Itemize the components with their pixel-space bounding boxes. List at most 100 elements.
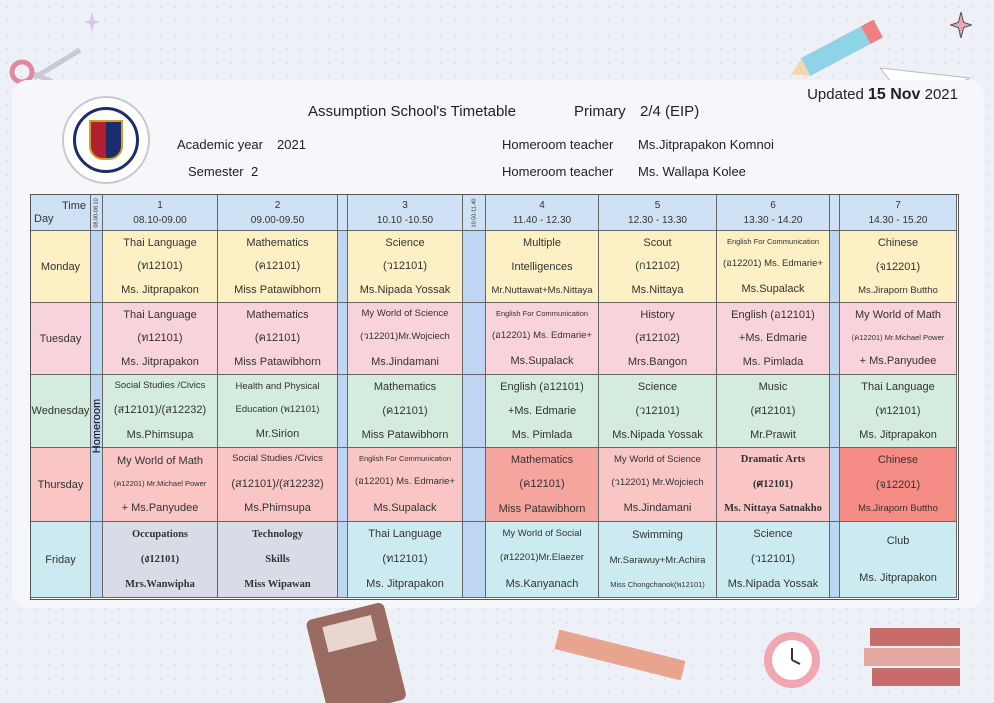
- lesson-line: (ท12101): [137, 260, 183, 273]
- homeroom-teacher-2: Ms. Wallapa Kolee: [638, 164, 746, 179]
- lesson-line: Thai Language: [861, 380, 935, 393]
- separator-column: [91, 231, 103, 303]
- lesson-line: My World of Math: [855, 309, 941, 322]
- lesson-cell: My World of Science (ว12201) Mr.Wojciech M…: [599, 448, 717, 522]
- separator-column: [338, 231, 348, 303]
- lesson-line: (ศ12101): [753, 478, 793, 490]
- lesson-line: + Ms.Panyudee: [121, 502, 199, 515]
- lesson-line: +Ms. Edmarie: [738, 332, 808, 345]
- lesson-cell: Swimming Mr.Sarawuy+Mr.Achira Miss Chongch…: [599, 522, 717, 598]
- lesson-line: (อ12201) Ms. Edmarie+: [723, 258, 823, 270]
- separator-column: [463, 375, 486, 448]
- lesson-line: (ว12101): [635, 404, 680, 417]
- lesson-line: Miss Patawibhorn: [498, 502, 586, 515]
- lesson-line: Occupations: [131, 528, 188, 540]
- lesson-line: (ส12101)/(ส12232): [113, 404, 207, 417]
- lesson-line: (ค12101): [519, 478, 565, 491]
- lesson-line: Thai Language: [368, 528, 442, 541]
- lesson-line: Miss Patawibhorn: [234, 284, 321, 297]
- slot-header: [830, 195, 840, 231]
- lesson-cell: English For Communication (อ12201) Ms. Ed…: [486, 303, 599, 375]
- lesson-line: +Ms. Edmarie: [507, 404, 577, 417]
- school-logo: [62, 96, 150, 184]
- lesson-cell: Multiple Intelligences Mr.Nuttawat+Ms.Nitt…: [486, 231, 599, 303]
- lesson-line: Science: [637, 380, 678, 393]
- period-header: 5 12.30 - 13.30: [599, 195, 717, 231]
- lesson-line: History: [640, 308, 675, 321]
- period-time: 08.10-09.00: [133, 214, 187, 226]
- lesson-line: (ส12102): [635, 332, 680, 345]
- day-label-thursday: Thursday: [31, 448, 91, 522]
- period-header: 2 09.00-09.50: [218, 195, 338, 231]
- lesson-line: Science: [753, 528, 793, 541]
- lesson-line: Miss Chongchanok(พ12101): [610, 580, 705, 590]
- slot-header: 08.00-08.10: [91, 195, 103, 231]
- period-time: 10.10 -10.50: [376, 214, 434, 226]
- time-day-corner: Time Day: [31, 195, 91, 231]
- period-number: 3: [402, 199, 408, 211]
- period-time: 14.30 - 15.20: [868, 214, 928, 226]
- sparkle-icon: [84, 12, 100, 32]
- lesson-line: My World of Social: [502, 528, 582, 539]
- lesson-line: Ms. Jitprapakon: [121, 356, 199, 369]
- lesson-line: (ค12201) Mr.Michael Power: [851, 333, 945, 343]
- lesson-cell: Club Ms. Jitprapakon: [840, 522, 957, 598]
- lesson-cell: Thai Language (ท12101) Ms. Jitprapakon: [103, 231, 218, 303]
- lesson-line: Swimming: [632, 529, 683, 542]
- lesson-line: (จ12201): [875, 479, 921, 492]
- slot-header: 10.50-11.40: [463, 195, 486, 231]
- separator-column: [338, 375, 348, 448]
- period-time: 11.40 - 12.30: [512, 214, 572, 226]
- lesson-line: Ms.Nipada Yossak: [727, 578, 819, 591]
- lesson-line: (ส12201)Mr.Elaezer: [500, 552, 584, 564]
- lesson-line: Ms.Supalack: [510, 355, 574, 368]
- homeroom-label-2: Homeroom teacher: [502, 164, 614, 179]
- semester-label: Semester: [188, 164, 244, 179]
- lesson-line: (ส12101)/(ส12232): [231, 477, 324, 490]
- period-number: 4: [539, 199, 545, 211]
- homeroom-text: Homeroom: [91, 398, 103, 454]
- lesson-line: (อ12201) Ms. Edmarie+: [492, 330, 592, 342]
- lesson-cell: Mathematics (ค12101) Miss Patawibhorn: [218, 231, 338, 303]
- lesson-cell: English For Communication (อ12201) Ms. Ed…: [348, 448, 463, 522]
- lesson-line: (ท12101): [875, 404, 921, 417]
- period-header: 3 10.10 -10.50: [348, 195, 463, 231]
- lesson-cell: Social Studies /Civics (ส12101)/(ส12232) M…: [103, 375, 218, 448]
- notebook-icon: [306, 602, 406, 703]
- lesson-line: Mathematics: [246, 236, 309, 249]
- time-label: Time: [61, 200, 86, 213]
- lesson-line: (ท12101): [137, 332, 183, 345]
- lesson-cell: Chinese (จ12201) Ms.Jiraporn Buttho: [840, 448, 957, 522]
- separator-column: [830, 375, 840, 448]
- semester: 2: [251, 164, 259, 179]
- lesson-cell: English (อ12101) +Ms. Edmarie Ms. Pimlada: [717, 303, 830, 375]
- lesson-line: English For Communication: [726, 236, 820, 246]
- lesson-line: Social Studies /Civics: [114, 380, 206, 392]
- lesson-line: English (อ12101): [731, 308, 815, 321]
- day-label-friday: Friday: [31, 522, 91, 598]
- period-number: 7: [895, 199, 901, 211]
- lesson-line: (ว12101): [382, 260, 428, 273]
- lesson-line: Ms. Jitprapakon: [859, 572, 937, 585]
- lesson-line: Ms. Jitprapakon: [121, 284, 199, 297]
- lesson-line: Technology: [252, 528, 303, 540]
- morning-slot-time: 08.00-08.10: [93, 197, 100, 228]
- timetable-grid: Time Day 08.00-08.10 1 08.10-09.00 2 09.00-09.…: [30, 194, 959, 600]
- day-label-tuesday: Tuesday: [31, 303, 91, 375]
- lesson-cell: Mathematics (ค12101) Miss Patawibhorn: [218, 303, 338, 375]
- lesson-line: (ก12102): [635, 260, 680, 273]
- lesson-line: Multiple: [523, 237, 561, 250]
- lesson-line: Social Studies /Civics: [232, 453, 323, 465]
- lesson-line: My World of Math: [117, 454, 203, 467]
- lunch-slot-time: 10.50-11.40: [471, 198, 478, 227]
- lesson-cell: My World of Math (ค12201) Mr.Michael Powe…: [840, 303, 957, 375]
- homeroom-label-1: Homeroom teacher: [502, 137, 614, 152]
- ruler-icon: [554, 630, 686, 680]
- separator-column: [463, 303, 486, 375]
- level-label: Primary: [574, 103, 626, 120]
- lesson-line: Ms. Jitprapakon: [859, 428, 937, 441]
- lesson-line: Ms.Phimsupa: [244, 502, 311, 515]
- lesson-line: Mathematics: [246, 308, 309, 321]
- separator-column: [338, 303, 348, 375]
- separator-column: [91, 375, 103, 448]
